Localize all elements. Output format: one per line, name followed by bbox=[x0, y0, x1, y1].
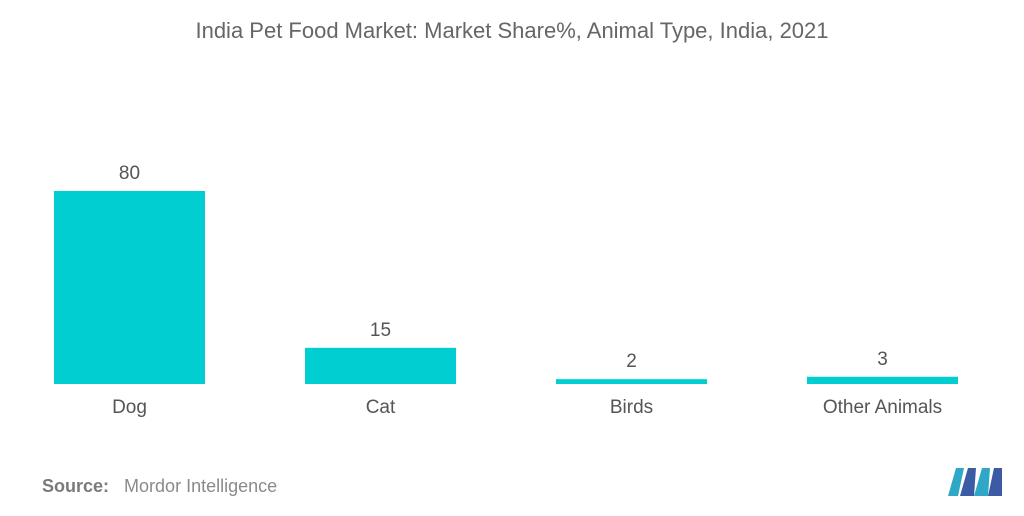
data-label: 2 bbox=[626, 351, 637, 372]
category-label: Cat bbox=[366, 397, 396, 418]
category-label: Birds bbox=[610, 397, 653, 418]
category-label: Dog bbox=[112, 397, 147, 418]
data-label: 15 bbox=[370, 320, 391, 341]
bar-chart: 80 Dog 15 Cat 2 Birds 3 Other Animals bbox=[54, 163, 958, 418]
category-label: Other Animals bbox=[823, 397, 942, 418]
chart-title: India Pet Food Market: Market Share%, An… bbox=[195, 18, 829, 43]
bar-dog bbox=[54, 191, 205, 384]
bar-other-animals bbox=[807, 376, 958, 384]
data-label: 80 bbox=[119, 163, 140, 184]
mordor-intelligence-logo-icon bbox=[948, 468, 1002, 496]
bar-cat bbox=[305, 347, 456, 384]
data-label: 3 bbox=[877, 349, 888, 370]
source-label: Source: bbox=[42, 476, 110, 496]
source-note: Source: Mordor Intelligence bbox=[42, 476, 277, 497]
source-text: Mordor Intelligence bbox=[124, 476, 278, 496]
bar-birds bbox=[556, 379, 707, 384]
